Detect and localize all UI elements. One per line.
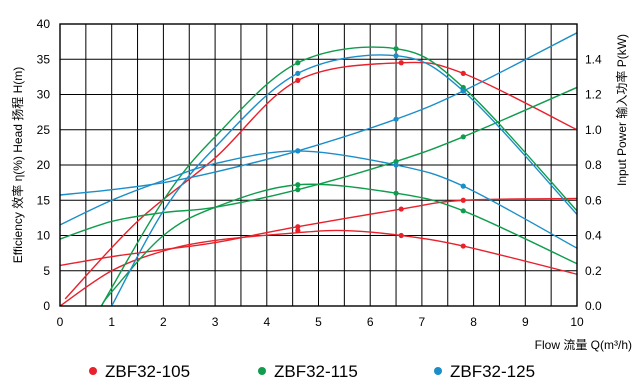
legend-marker [258, 367, 266, 375]
legend-label: ZBF32-105 [105, 362, 190, 381]
zbf32-115-power-point [460, 134, 466, 140]
y-right-tick-label: 0.4 [585, 229, 602, 243]
zbf32-125-power-point [295, 148, 301, 154]
x-tick-label: 4 [263, 315, 270, 329]
zbf32-115-efficiency-point [393, 190, 399, 196]
y-right-tick-label: 1.0 [585, 123, 602, 137]
zbf32-125-efficiency-point [393, 162, 399, 168]
legend-marker [89, 367, 97, 375]
zbf32-115-head-point [393, 46, 399, 52]
x-tick-label: 8 [470, 315, 477, 329]
y-left-tick-label: 0 [43, 299, 50, 313]
y-left-tick-label: 25 [37, 123, 51, 137]
y-right-tick-label: 0.2 [585, 264, 602, 278]
x-tick-label: 3 [212, 315, 219, 329]
y-left-tick-label: 5 [43, 264, 50, 278]
y-left-tick-label: 10 [37, 229, 51, 243]
grid [59, 23, 578, 307]
y-left-tick-label: 40 [37, 17, 51, 31]
legend-label: ZBF32-115 [274, 362, 358, 381]
y-right-tick-label: 0.0 [585, 299, 602, 313]
y-right-tick-label: 1.2 [585, 88, 602, 102]
x-tick-label: 9 [522, 315, 529, 329]
zbf32-105-head-point [460, 70, 466, 76]
zbf32-125-power-point [393, 116, 399, 122]
zbf32-115-head-point [295, 60, 301, 66]
x-axis-title: Flow 流量 Q(m³/h) [535, 338, 632, 352]
zbf32-105-head-point [295, 77, 301, 83]
zbf32-105-efficiency-point [398, 232, 404, 239]
zbf32-115-efficiency-point [460, 208, 466, 214]
y-right-tick-labels: 0.0 0.2 0.4 0.6 0.8 1.0 1.2 1.4 [585, 52, 602, 313]
legend-label: ZBF32-125 [450, 362, 535, 381]
y-right-tick-label: 0.8 [585, 158, 602, 172]
y-left-tick-label: 15 [37, 193, 51, 207]
y-right-tick-label: 0.6 [585, 193, 602, 207]
legend: ZBF32-105 ZBF32-115 ZBF32-125 [89, 362, 535, 381]
legend-marker [434, 367, 442, 375]
zbf32-105-power-point [398, 206, 404, 212]
x-tick-label: 5 [315, 315, 322, 329]
zbf32-105-head-point [398, 60, 404, 66]
plot-frame [59, 23, 578, 307]
zbf32-125-head-point [393, 53, 399, 59]
zbf32-105-power-point [295, 224, 301, 230]
x-tick-label: 2 [160, 315, 167, 329]
x-tick-labels: 0 1 2 3 4 5 6 7 8 9 10 [57, 315, 584, 329]
zbf32-125-efficiency-point [460, 183, 466, 189]
x-tick-label: 6 [367, 315, 374, 329]
y-right-axis-title: Input Power 输入功率 P(kW) [614, 34, 629, 186]
x-tick-label: 10 [570, 315, 584, 329]
y-left-tick-label: 20 [37, 158, 51, 172]
zbf32-105-head-curve [64, 61, 577, 300]
y-left-tick-labels: 0 5 10 15 20 25 30 35 40 [37, 17, 51, 313]
zbf32-125-head-point [295, 70, 301, 76]
zbf32-105-efficiency-point [295, 227, 301, 234]
zbf32-125-power-point [460, 88, 466, 94]
y-right-tick-label: 1.4 [585, 52, 602, 66]
zbf32-115-power-point [295, 187, 301, 193]
markers [295, 46, 466, 249]
zbf32-115-efficiency-curve [100, 183, 577, 306]
x-tick-label: 7 [419, 315, 426, 329]
y-left-axis-title: Efficiency 效率 η(%) Head 扬程 H(m) [10, 67, 25, 263]
x-tick-label: 1 [108, 315, 115, 329]
x-tick-label: 0 [57, 315, 64, 329]
zbf32-105-power-point [460, 197, 466, 203]
zbf32-115-efficiency-point [295, 182, 301, 188]
zbf32-105-efficiency-point [460, 243, 466, 249]
y-left-tick-label: 30 [37, 88, 51, 102]
y-left-tick-label: 35 [37, 52, 51, 66]
